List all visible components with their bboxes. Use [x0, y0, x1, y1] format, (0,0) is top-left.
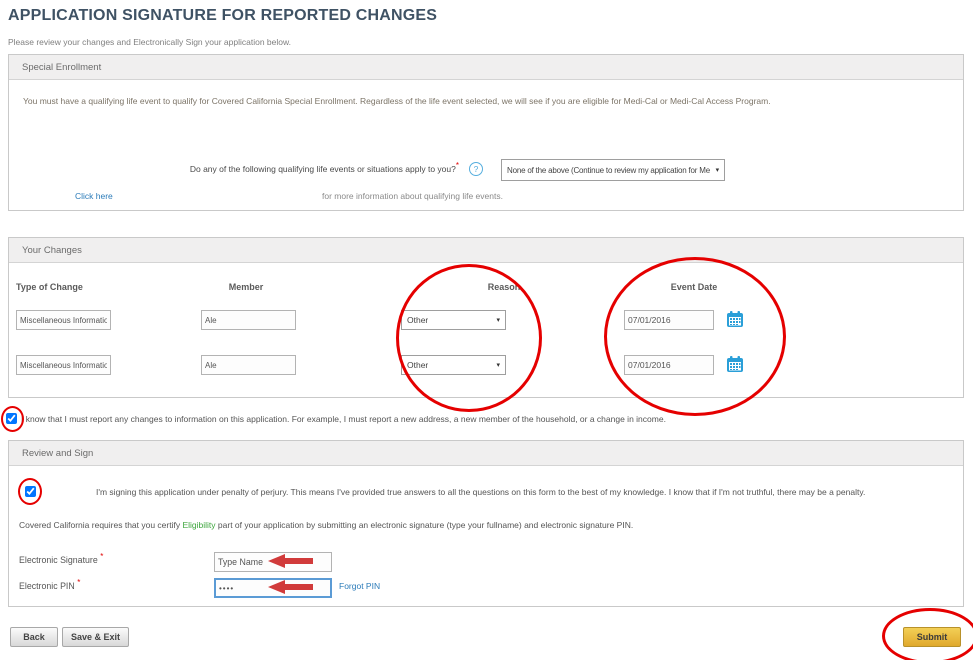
- help-icon[interactable]: ?: [469, 162, 483, 176]
- special-enrollment-panel: Special Enrollment You must have a quali…: [8, 54, 964, 211]
- reason-select-value-row1: Other: [407, 315, 429, 325]
- save-exit-button[interactable]: Save & Exit: [62, 627, 129, 647]
- electronic-pin-input[interactable]: [214, 578, 332, 598]
- reason-select-value-row2: Other: [407, 360, 429, 370]
- life-event-question-text: Do any of the following qualifying life …: [189, 164, 456, 174]
- reason-select-row2[interactable]: Other ▾: [401, 355, 506, 375]
- column-header-reason: Reason: [487, 282, 521, 292]
- reason-select-row1[interactable]: Other ▾: [401, 310, 506, 330]
- column-header-type: Type of Change: [16, 282, 83, 292]
- your-changes-header: Your Changes: [9, 238, 963, 263]
- calendar-icon[interactable]: [726, 310, 744, 328]
- electronic-signature-label-text: Electronic Signature: [19, 555, 98, 565]
- review-and-sign-header: Review and Sign: [9, 441, 963, 466]
- member-input-row2[interactable]: [201, 355, 296, 375]
- click-here-link[interactable]: Click here: [75, 191, 113, 201]
- forgot-pin-link[interactable]: Forgot PIN: [339, 581, 381, 591]
- report-changes-checkbox[interactable]: [6, 413, 17, 424]
- back-button[interactable]: Back: [10, 627, 58, 647]
- electronic-pin-label-text: Electronic PIN: [19, 581, 75, 591]
- report-changes-statement: I know that I must report any changes to…: [21, 414, 666, 424]
- page-title: APPLICATION SIGNATURE FOR REPORTED CHANG…: [8, 7, 438, 24]
- your-changes-panel: Your Changes Type of Change Member Reaso…: [8, 237, 964, 398]
- special-enrollment-body-text: You must have a qualifying life event to…: [23, 96, 771, 106]
- life-event-question: Do any of the following qualifying life …: [9, 161, 459, 174]
- change-type-input-row2[interactable]: [16, 355, 111, 375]
- required-asterisk: *: [77, 578, 81, 588]
- perjury-statement: I'm signing this application under penal…: [96, 487, 866, 497]
- certify-statement: Covered California requires that you cer…: [19, 520, 633, 530]
- page-subtitle: Please review your changes and Electroni…: [8, 37, 292, 47]
- certify-eligibility-highlight: Eligibility: [182, 520, 216, 530]
- certify-text-before: Covered California requires that you cer…: [19, 520, 183, 530]
- chevron-down-icon: ▾: [496, 317, 500, 324]
- member-input-row1[interactable]: [201, 310, 296, 330]
- change-type-input-row1[interactable]: [16, 310, 111, 330]
- life-event-select[interactable]: None of the above (Continue to review my…: [501, 159, 725, 181]
- column-header-event-date: Event Date: [670, 282, 718, 292]
- life-event-select-value: None of the above (Continue to review my…: [507, 165, 710, 175]
- event-date-input-row1[interactable]: [624, 310, 714, 330]
- review-and-sign-panel: Review and Sign I'm signing this applica…: [8, 440, 964, 607]
- required-asterisk: *: [100, 552, 104, 562]
- electronic-signature-label: Electronic Signature *: [19, 552, 104, 565]
- certify-text-after: part of your application by submitting a…: [215, 520, 634, 530]
- event-date-input-row2[interactable]: [624, 355, 714, 375]
- perjury-checkbox[interactable]: [25, 486, 36, 497]
- chevron-down-icon: ▾: [496, 362, 500, 369]
- calendar-icon[interactable]: [726, 355, 744, 373]
- electronic-pin-label: Electronic PIN *: [19, 578, 81, 591]
- more-info-text: for more information about qualifying li…: [322, 191, 503, 201]
- electronic-signature-input[interactable]: [214, 552, 332, 572]
- required-asterisk: *: [455, 161, 459, 171]
- submit-button[interactable]: Submit: [903, 627, 961, 647]
- chevron-down-icon: ▾: [715, 167, 720, 174]
- special-enrollment-header: Special Enrollment: [9, 55, 963, 80]
- column-header-member: Member: [228, 282, 264, 292]
